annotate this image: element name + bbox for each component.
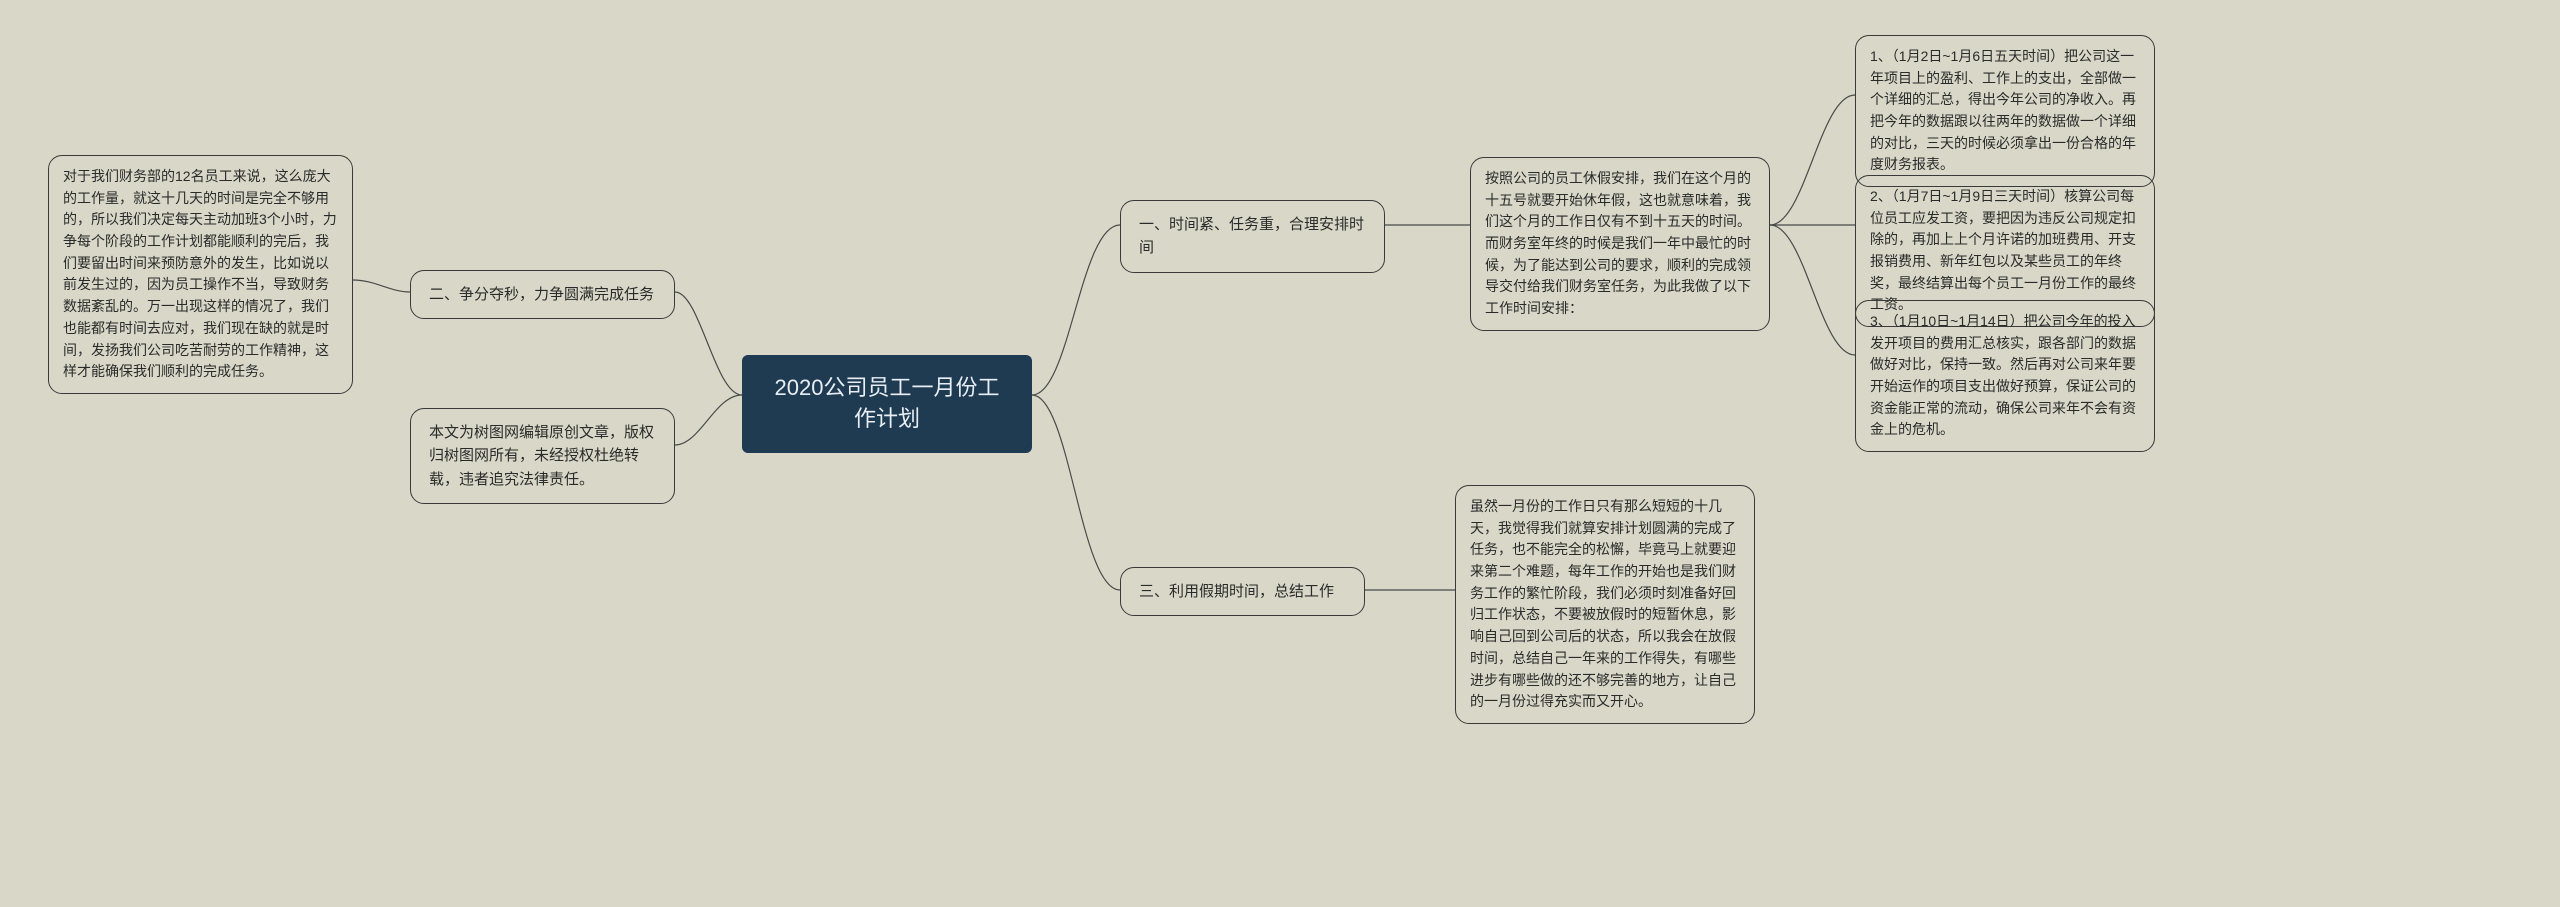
connectors	[0, 0, 2560, 907]
left-branch-2: 本文为树图网编辑原创文章，版权归树图网所有，未经授权杜绝转载，违者追究法律责任。	[410, 408, 675, 504]
left-branch-1-detail-text: 对于我们财务部的12名员工来说，这么庞大的工作量，就这十几天的时间是完全不够用的…	[63, 168, 337, 379]
root-node: 2020公司员工一月份工作计划	[742, 355, 1032, 453]
right-branch-2-detail-text: 虽然一月份的工作日只有那么短短的十几天，我觉得我们就算安排计划圆满的完成了任务，…	[1470, 498, 1736, 709]
left-branch-2-label: 本文为树图网编辑原创文章，版权归树图网所有，未经授权杜绝转载，违者追究法律责任。	[429, 424, 654, 488]
right-branch-1-item-3: 3、（1月10日~1月14日）把公司今年的投入发开项目的费用汇总核实，跟各部门的…	[1855, 300, 2155, 452]
right-branch-1-item-3-text: 3、（1月10日~1月14日）把公司今年的投入发开项目的费用汇总核实，跟各部门的…	[1870, 313, 2136, 437]
right-branch-1-detail: 按照公司的员工休假安排，我们在这个月的十五号就要开始休年假，这也就意味着，我们这…	[1470, 157, 1770, 331]
left-branch-1-label: 二、争分夺秒，力争圆满完成任务	[429, 286, 654, 303]
left-branch-1-detail: 对于我们财务部的12名员工来说，这么庞大的工作量，就这十几天的时间是完全不够用的…	[48, 155, 353, 394]
right-branch-2-label: 三、利用假期时间，总结工作	[1139, 583, 1334, 600]
root-title: 2020公司员工一月份工作计划	[775, 375, 1000, 431]
right-branch-1: 一、时间紧、任务重，合理安排时间	[1120, 200, 1385, 273]
right-branch-1-item-1: 1、（1月2日~1月6日五天时间）把公司这一年项目上的盈利、工作上的支出，全部做…	[1855, 35, 2155, 187]
right-branch-1-label: 一、时间紧、任务重，合理安排时间	[1139, 216, 1364, 256]
right-branch-1-item-1-text: 1、（1月2日~1月6日五天时间）把公司这一年项目上的盈利、工作上的支出，全部做…	[1870, 48, 2136, 172]
right-branch-1-detail-text: 按照公司的员工休假安排，我们在这个月的十五号就要开始休年假，这也就意味着，我们这…	[1485, 170, 1751, 316]
right-branch-2-detail: 虽然一月份的工作日只有那么短短的十几天，我觉得我们就算安排计划圆满的完成了任务，…	[1455, 485, 1755, 724]
right-branch-1-item-2-text: 2、（1月7日~1月9日三天时间）核算公司每位员工应发工资，要把因为违反公司规定…	[1870, 188, 2136, 312]
right-branch-2: 三、利用假期时间，总结工作	[1120, 567, 1365, 616]
left-branch-1: 二、争分夺秒，力争圆满完成任务	[410, 270, 675, 319]
